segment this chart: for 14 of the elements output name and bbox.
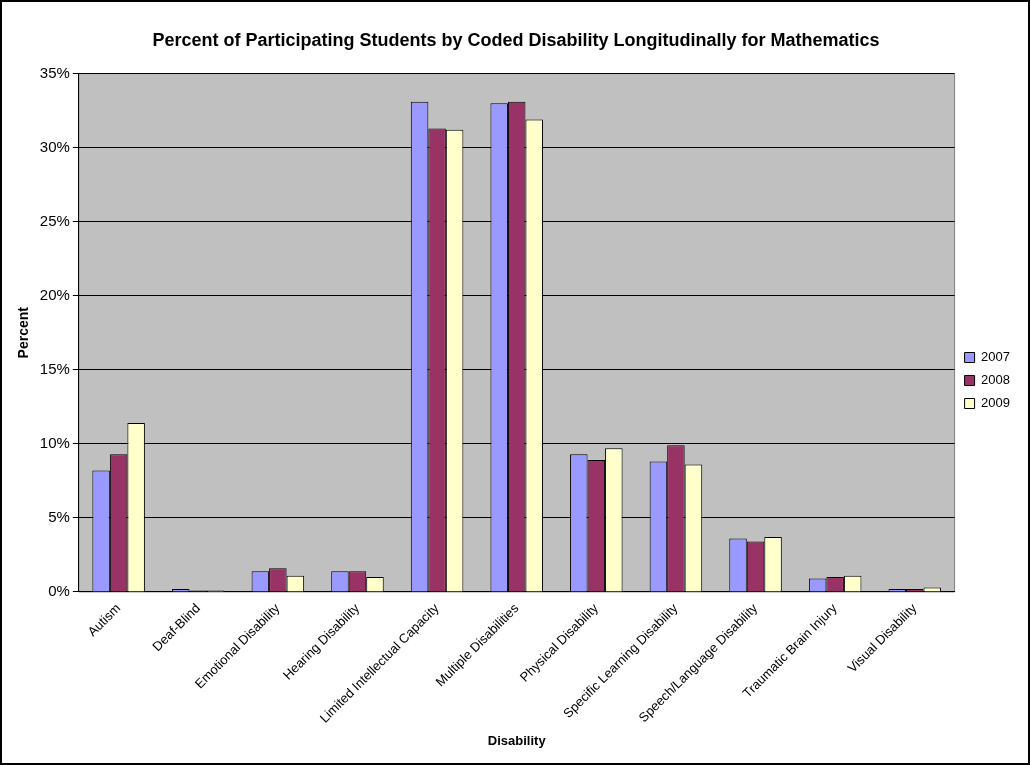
legend-label: 2008 [981, 372, 1010, 388]
y-tick-label: 10% [39, 433, 70, 451]
chart-title: Percent of Participating Students by Coded Disability Longitudinally for Mathematics [152, 29, 880, 50]
legend-label: 2007 [981, 349, 1010, 365]
y-tick-label: 0% [48, 582, 70, 600]
y-axis-title: Percent [15, 306, 32, 359]
y-tick-label: 35% [39, 63, 70, 81]
legend-label: 2009 [981, 395, 1010, 411]
y-tick-label: 20% [39, 285, 70, 303]
y-tick-label: 30% [39, 137, 70, 155]
y-tick-label: 5% [48, 508, 70, 526]
x-axis-title: Disability [487, 732, 547, 748]
y-tick-label: 25% [39, 211, 70, 229]
y-tick-label: 15% [39, 359, 70, 377]
